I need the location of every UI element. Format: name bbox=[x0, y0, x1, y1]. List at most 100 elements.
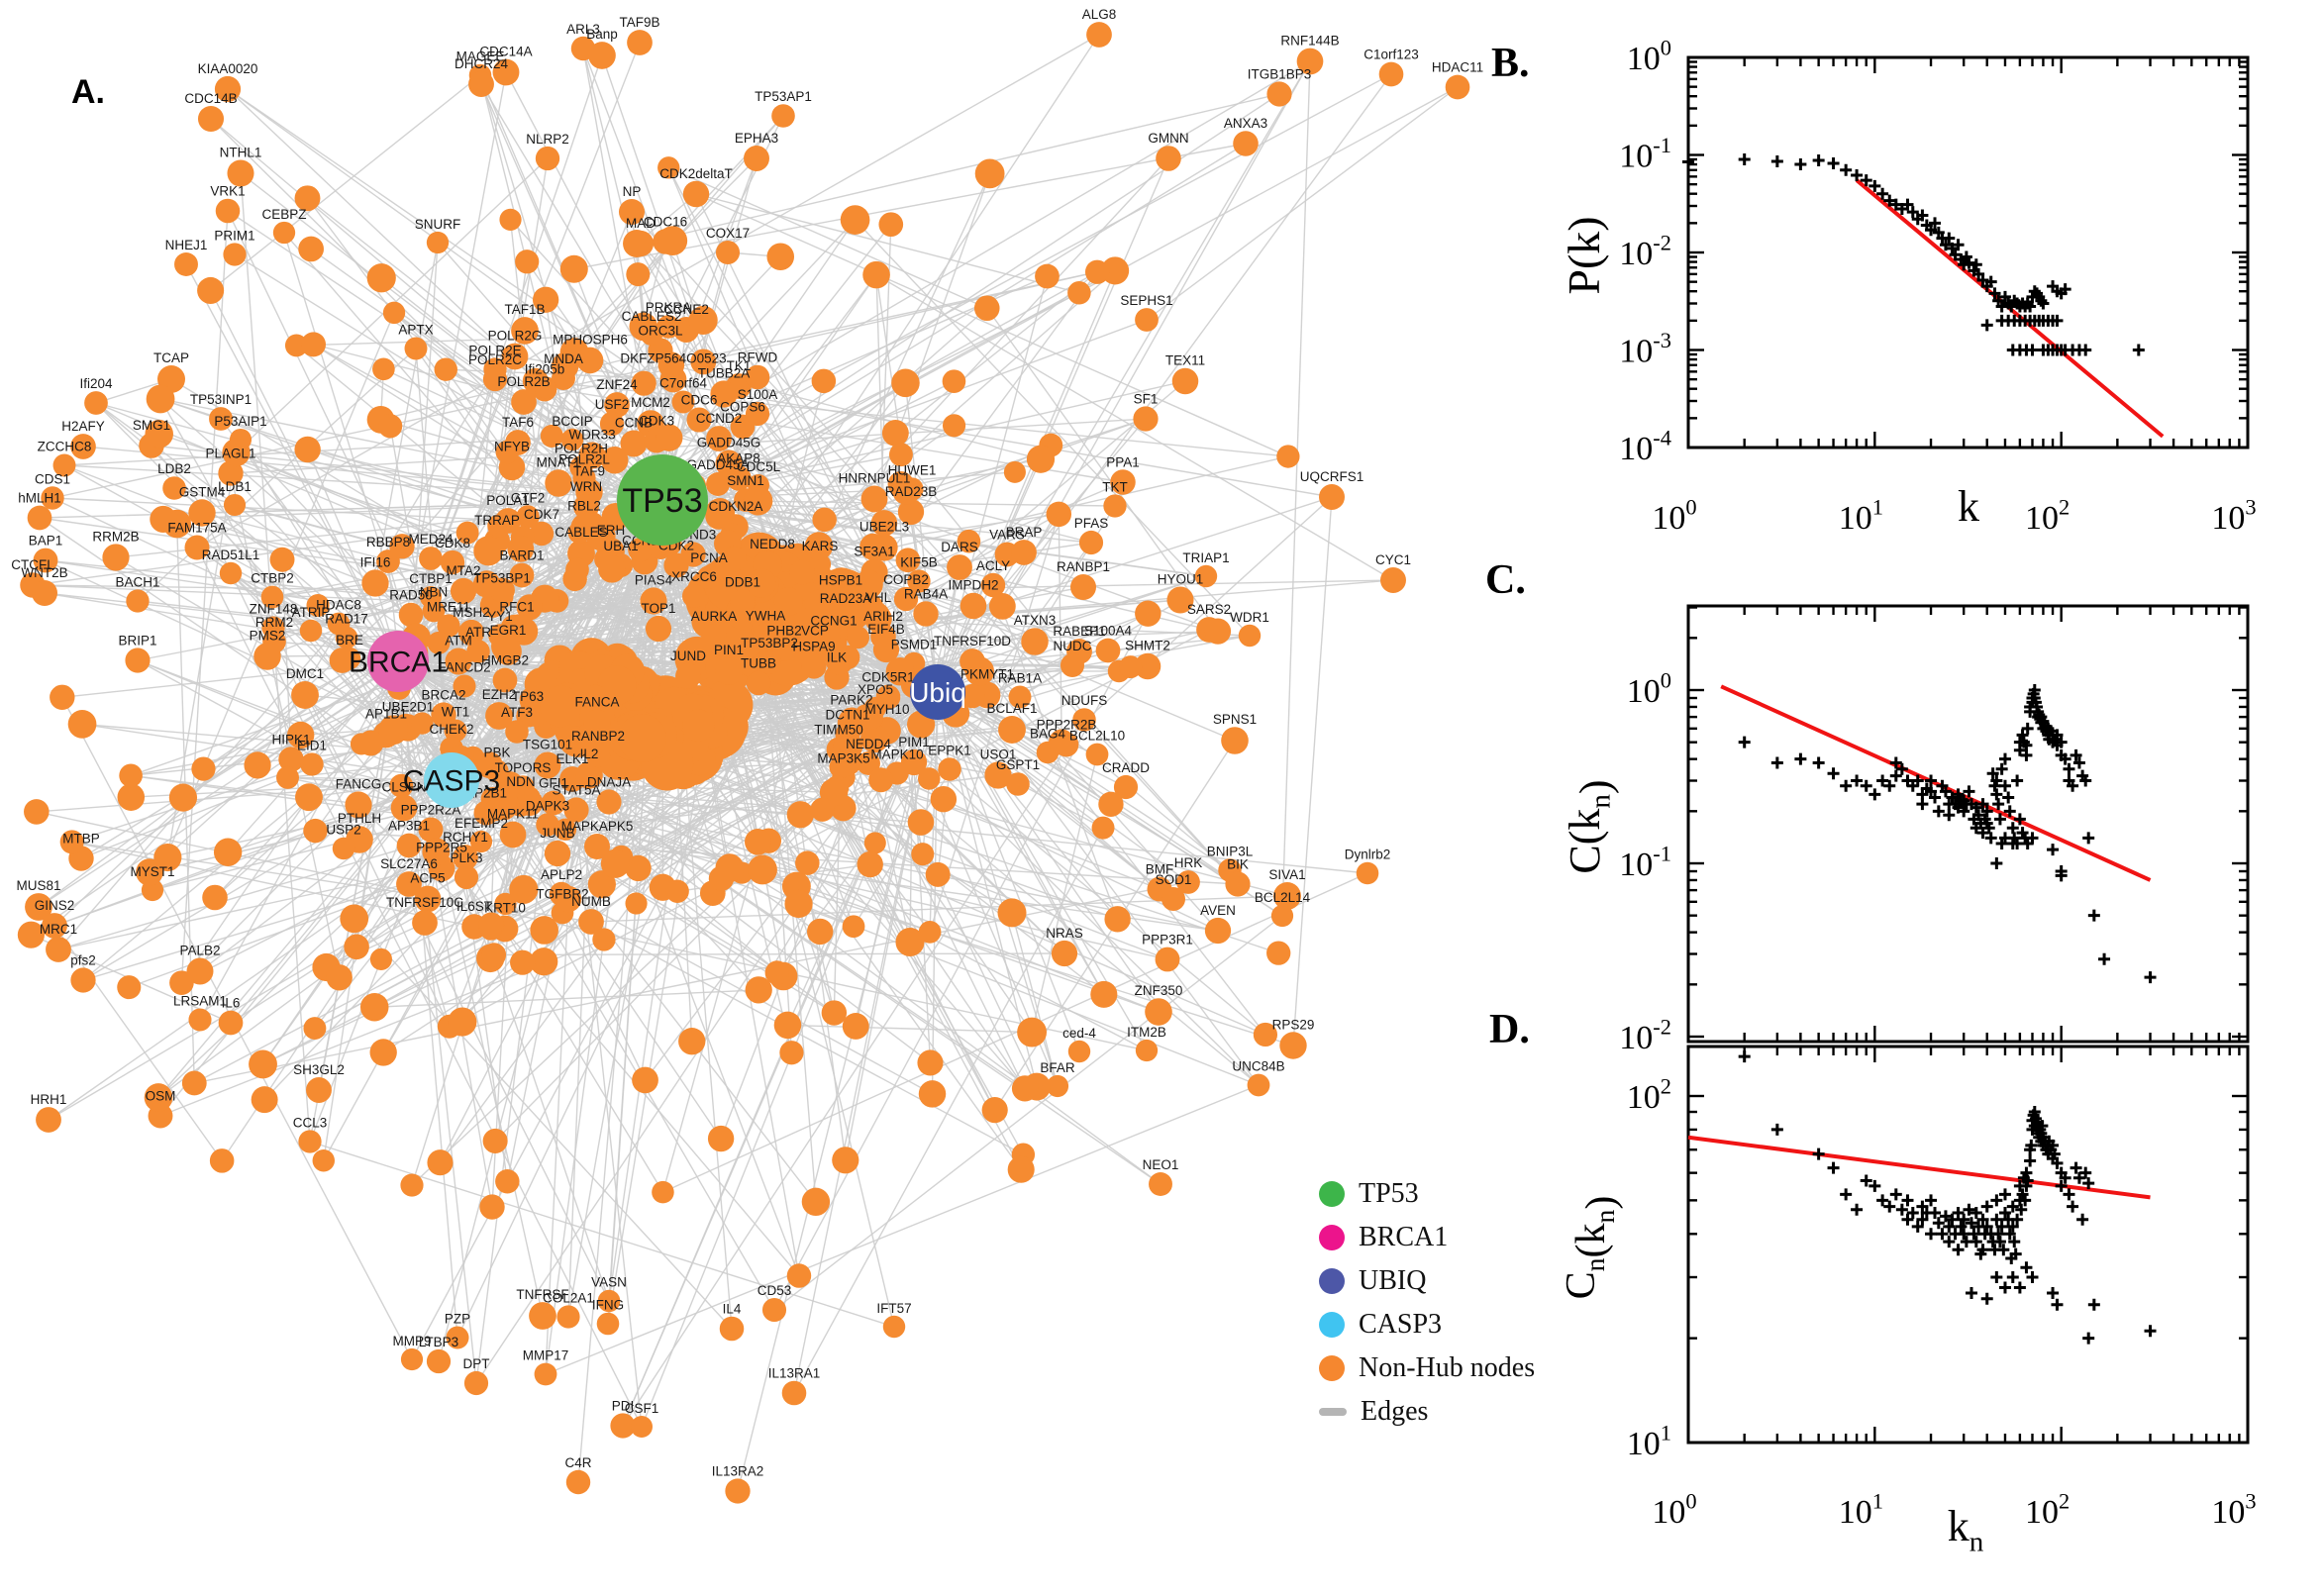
network-node bbox=[618, 714, 667, 762]
network-edge bbox=[374, 582, 515, 630]
data-point bbox=[2082, 1332, 2095, 1345]
data-point bbox=[1943, 809, 1956, 822]
network-node bbox=[419, 547, 443, 570]
svg-text:101: 101 bbox=[1839, 495, 1883, 537]
network-edge bbox=[262, 613, 1149, 1065]
data-point bbox=[2098, 952, 2111, 965]
network-node bbox=[907, 569, 931, 593]
network-node bbox=[412, 910, 438, 936]
y-axis-title: Cn(kn) bbox=[1559, 1196, 1624, 1300]
network-node bbox=[1319, 484, 1345, 510]
network-node bbox=[485, 702, 513, 730]
data-point bbox=[1990, 857, 2003, 869]
panel-d-plot: 102 101 100 101 102 103 Cn(kn) kn bbox=[1559, 1045, 2257, 1558]
network-edge bbox=[793, 827, 1104, 1394]
network-node bbox=[1135, 308, 1159, 332]
network-node bbox=[1356, 861, 1379, 885]
network-node bbox=[300, 752, 324, 776]
network-edge bbox=[620, 485, 695, 857]
network-node bbox=[529, 1302, 556, 1330]
network-node bbox=[253, 643, 281, 670]
network-node bbox=[534, 751, 561, 779]
network-node bbox=[565, 1469, 591, 1495]
network-node bbox=[209, 407, 233, 431]
network-edge bbox=[397, 660, 491, 959]
tp53-circle-icon bbox=[1319, 1181, 1345, 1207]
network-node bbox=[390, 794, 418, 822]
data-point bbox=[2026, 1271, 2039, 1284]
network-node bbox=[42, 913, 67, 939]
network-edge bbox=[929, 514, 1060, 933]
network-edge bbox=[397, 660, 562, 895]
network-node bbox=[541, 790, 566, 816]
svg-text:103: 103 bbox=[2211, 495, 2256, 537]
network-edge bbox=[1292, 496, 1333, 1047]
network-node bbox=[544, 840, 571, 867]
network-node bbox=[535, 146, 560, 171]
network-node bbox=[126, 589, 150, 613]
y-axis-title: P(k) bbox=[1559, 216, 1609, 294]
legend-label: CASP3 bbox=[1359, 1309, 1443, 1340]
network-node bbox=[218, 1010, 244, 1036]
network-node bbox=[445, 648, 472, 675]
legend-item-tp53: TP53 bbox=[1319, 1172, 1535, 1216]
network-edge bbox=[773, 915, 1283, 1311]
network-node bbox=[33, 548, 58, 573]
casp3-circle-icon bbox=[1319, 1312, 1345, 1338]
svg-text:10-2: 10-2 bbox=[1619, 1015, 1671, 1056]
network-node bbox=[1166, 586, 1194, 614]
plot-frame bbox=[1686, 55, 2250, 449]
network-edge bbox=[475, 454, 593, 1384]
network-edge bbox=[53, 925, 223, 1161]
svg-text:103: 103 bbox=[2211, 1489, 2256, 1531]
network-edge bbox=[900, 453, 1073, 666]
data-point bbox=[2079, 344, 2092, 356]
network-node bbox=[260, 585, 284, 609]
network-node bbox=[278, 747, 304, 772]
svg-text:102: 102 bbox=[2025, 495, 2070, 537]
network-node bbox=[505, 720, 529, 744]
network-node bbox=[1060, 652, 1085, 678]
network-node bbox=[725, 1478, 751, 1504]
network-node bbox=[801, 653, 827, 679]
panel-c-label: C. bbox=[1485, 557, 1526, 603]
svg-text:10-4: 10-4 bbox=[1619, 426, 1671, 467]
network-node bbox=[719, 1316, 745, 1342]
data-point bbox=[2006, 1271, 2019, 1284]
panel-b-label: B. bbox=[1491, 41, 1530, 86]
network-node bbox=[545, 469, 572, 497]
data-point bbox=[1840, 1188, 1853, 1201]
network-node bbox=[771, 104, 795, 128]
network-node bbox=[529, 521, 555, 547]
x-axis-title: k bbox=[1958, 482, 1979, 531]
network-edge bbox=[664, 115, 784, 243]
legend-label: Edges bbox=[1361, 1396, 1429, 1427]
svg-text:100: 100 bbox=[1627, 668, 1671, 710]
data-point bbox=[1794, 752, 1807, 765]
network-node bbox=[563, 797, 589, 823]
network-edge bbox=[931, 691, 939, 1094]
network-edge bbox=[661, 219, 857, 501]
network-edge bbox=[63, 464, 319, 607]
network-node bbox=[893, 586, 919, 612]
x-axis-title: kn bbox=[1948, 1502, 1984, 1558]
network-node bbox=[272, 221, 296, 245]
network-node bbox=[291, 681, 319, 709]
data-point bbox=[2051, 1298, 2064, 1311]
network-node bbox=[223, 243, 247, 266]
network-node bbox=[578, 909, 604, 935]
network-node bbox=[682, 709, 715, 743]
network-edge bbox=[201, 512, 451, 1028]
plot-frame bbox=[1686, 604, 2250, 1044]
network-edge bbox=[535, 380, 1288, 457]
data-point bbox=[1851, 1203, 1864, 1216]
network-node bbox=[599, 411, 625, 437]
network-node bbox=[540, 685, 582, 728]
network-edge bbox=[526, 260, 742, 572]
data-point bbox=[1770, 1123, 1783, 1136]
network-node bbox=[947, 554, 972, 580]
network-node bbox=[715, 240, 741, 265]
data-point bbox=[2087, 909, 2100, 922]
plot-frame bbox=[1686, 1045, 2250, 1445]
panel-b-plot: 100 10-1 10-2 10-3 10-4 100 101 102 103 P(k) k bbox=[1559, 36, 2257, 537]
